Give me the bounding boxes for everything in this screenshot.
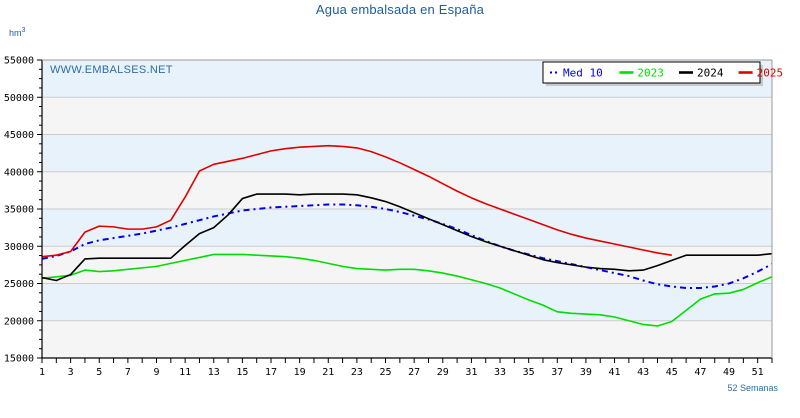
x-axis-tick-label: 13: [208, 367, 220, 378]
x-axis-tick-label: 29: [437, 367, 449, 378]
data-series-group: [41, 144, 773, 327]
x-axis-tick-label: 31: [465, 367, 477, 378]
y-axis-unit-text: hm: [9, 28, 22, 38]
y-axis-tick-label: 40000: [4, 167, 34, 178]
legend-label-2023[interactable]: 2023: [637, 67, 664, 80]
y-axis-tick-label: 35000: [4, 205, 34, 216]
y-axis-tick-label: 45000: [4, 130, 34, 141]
x-axis-tick-label: 5: [96, 367, 102, 378]
x-axis-tick-label: 37: [551, 367, 563, 378]
background-band: [42, 97, 772, 135]
series-line-2023: [41, 253, 773, 327]
x-axis-tick-label: 11: [179, 367, 191, 378]
series-line-med-10: [41, 203, 773, 289]
series-line-2025: [41, 144, 672, 258]
watermark-label: WWW.EMBALSES.NET: [50, 64, 173, 76]
chart-legend[interactable]: Med 10 2023 2024 2025: [542, 61, 784, 86]
x-axis-tick-label: 23: [351, 367, 363, 378]
series-line-2024: [41, 193, 773, 282]
x-axis-tick-label: 51: [752, 367, 764, 378]
page-title: Agua embalsada en España: [315, 2, 485, 17]
x-axis-tick-label: 3: [68, 367, 74, 378]
background-band: [42, 209, 772, 247]
y-axis-tick-label: 25000: [4, 279, 34, 290]
x-axis-tick-label: 15: [236, 367, 248, 378]
x-axis-tick-label: 33: [494, 367, 506, 378]
legend-box: [542, 61, 761, 84]
x-axis-tick-label: 47: [694, 367, 706, 378]
legend-label-2025[interactable]: 2025: [757, 67, 784, 80]
x-axis-tick-label: 49: [723, 367, 735, 378]
legend-label-2024[interactable]: 2024: [697, 67, 724, 80]
background-band: [42, 320, 772, 358]
legend-swatch-med-10: [550, 71, 552, 74]
y-axis-tick-label: 30000: [4, 242, 34, 253]
x-axis-tick-label: 1: [39, 367, 45, 378]
y-axis-tick-label: 20000: [4, 316, 34, 327]
y-axis-labels: 15000 20000 25000 30000 35000 40000 45000 50000…: [4, 56, 34, 365]
x-axis-caption: 52 Semanas: [727, 383, 778, 393]
x-axis-tick-label: 39: [580, 367, 592, 378]
x-axis-tick-label: 45: [666, 367, 678, 378]
background-band: [42, 246, 772, 284]
x-axis-tick-label: 27: [408, 367, 420, 378]
x-axis-tick-label: 9: [153, 367, 159, 378]
x-axis-tick-label: 43: [637, 367, 649, 378]
x-axis-tick-label: 7: [125, 367, 131, 378]
x-axis-tick-label: 25: [380, 367, 392, 378]
x-axis-tick-label: 21: [322, 367, 334, 378]
y-axis-tick-label: 15000: [4, 354, 34, 365]
x-axis-tick-label: 17: [265, 367, 277, 378]
legend-swatch-med-10: [555, 71, 557, 74]
y-axis-unit-label: hm3: [9, 27, 25, 38]
x-axis-tick-label: 35: [523, 367, 535, 378]
legend-label-med-10[interactable]: Med 10: [563, 67, 603, 80]
background-bands: [42, 60, 772, 358]
x-axis-tick-label: 19: [294, 367, 306, 378]
x-axis-tick-label: 41: [609, 367, 621, 378]
x-axis-labels: 1 3 5 7 9 11 13 15 17 19 21 23 25 27 29 31 33 35 37 39 41 43 4…: [39, 367, 764, 378]
axis-lines: [41, 59, 773, 359]
y-axis-tick-label: 50000: [4, 93, 34, 104]
background-band: [42, 283, 772, 321]
background-band: [42, 171, 772, 209]
y-axis-tick-label: 55000: [4, 56, 34, 67]
y-axis-unit-exponent: 3: [21, 27, 26, 34]
